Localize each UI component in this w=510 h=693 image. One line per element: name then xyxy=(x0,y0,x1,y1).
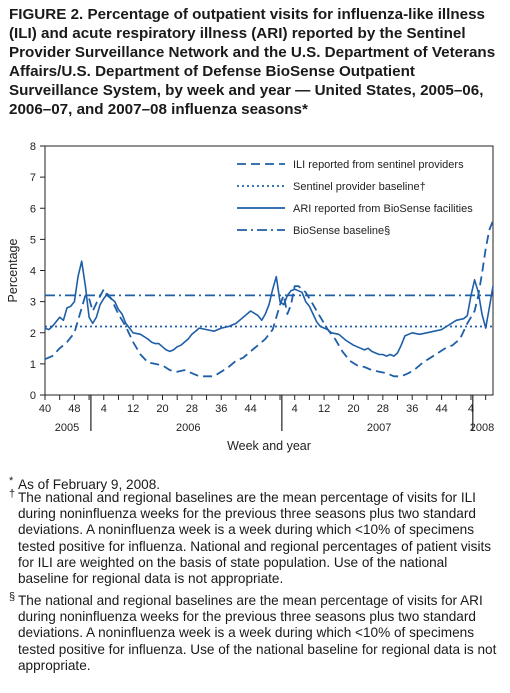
x-tick-label: 48 xyxy=(68,403,80,415)
series-solid-line xyxy=(44,260,494,357)
footnote-mark: § xyxy=(9,591,16,603)
year-label: 2007 xyxy=(367,422,391,434)
y-axis-title: Percentage xyxy=(6,238,20,302)
x-tick-label: 40 xyxy=(39,403,51,415)
year-label: 2008 xyxy=(470,422,494,434)
y-tick-label: 5 xyxy=(30,234,36,246)
x-tick-label: 12 xyxy=(127,403,139,415)
footnote-asterisk: * As of February 9, 2008. xyxy=(9,475,501,493)
year-label: 2005 xyxy=(55,422,79,434)
footnote-dagger: † The national and regional baselines ar… xyxy=(9,488,501,587)
legend-label: ILI reported from sentinel providers xyxy=(293,159,464,171)
x-tick-label: 44 xyxy=(245,403,257,415)
x-tick-label: 28 xyxy=(186,403,198,415)
x-tick-label: 36 xyxy=(406,403,418,415)
x-axis-title: Week and year xyxy=(227,439,311,453)
y-tick-label: 0 xyxy=(30,390,36,402)
footnote-text: The national and regional baselines are … xyxy=(18,593,497,673)
footnote-mark: * xyxy=(9,475,14,487)
figure-title: FIGURE 2. Percentage of outpatient visit… xyxy=(9,6,496,118)
y-tick-label: 4 xyxy=(30,266,36,278)
y-tick-label: 7 xyxy=(30,172,36,184)
legend-label: Sentinel provider baseline† xyxy=(293,181,426,193)
x-tick-label: 4 xyxy=(468,403,474,415)
footnote-text: As of February 9, 2008. xyxy=(18,477,161,492)
x-tick-label: 20 xyxy=(156,403,168,415)
legend-label: ARI reported from BioSense facilities xyxy=(293,203,473,215)
x-tick-label: 12 xyxy=(318,403,330,415)
footnote-mark: † xyxy=(9,488,16,500)
footnote-text: The national and regional baselines are … xyxy=(18,490,492,587)
y-tick-label: 2 xyxy=(30,328,36,340)
x-tick-label: 44 xyxy=(435,403,447,415)
y-tick-label: 3 xyxy=(30,297,36,309)
legend-label: BioSense baseline§ xyxy=(293,225,390,237)
x-tick-label: 4 xyxy=(292,403,298,415)
y-tick-label: 8 xyxy=(30,141,36,153)
plot-border xyxy=(44,145,494,396)
footnote-section: § The national and regional baselines ar… xyxy=(9,591,501,674)
y-tick-label: 1 xyxy=(30,359,36,371)
year-label: 2006 xyxy=(176,422,200,434)
x-tick-label: 28 xyxy=(377,403,389,415)
x-tick-label: 4 xyxy=(101,403,107,415)
x-tick-label: 36 xyxy=(215,403,227,415)
x-tick-label: 20 xyxy=(347,403,359,415)
y-tick-label: 6 xyxy=(30,203,36,215)
